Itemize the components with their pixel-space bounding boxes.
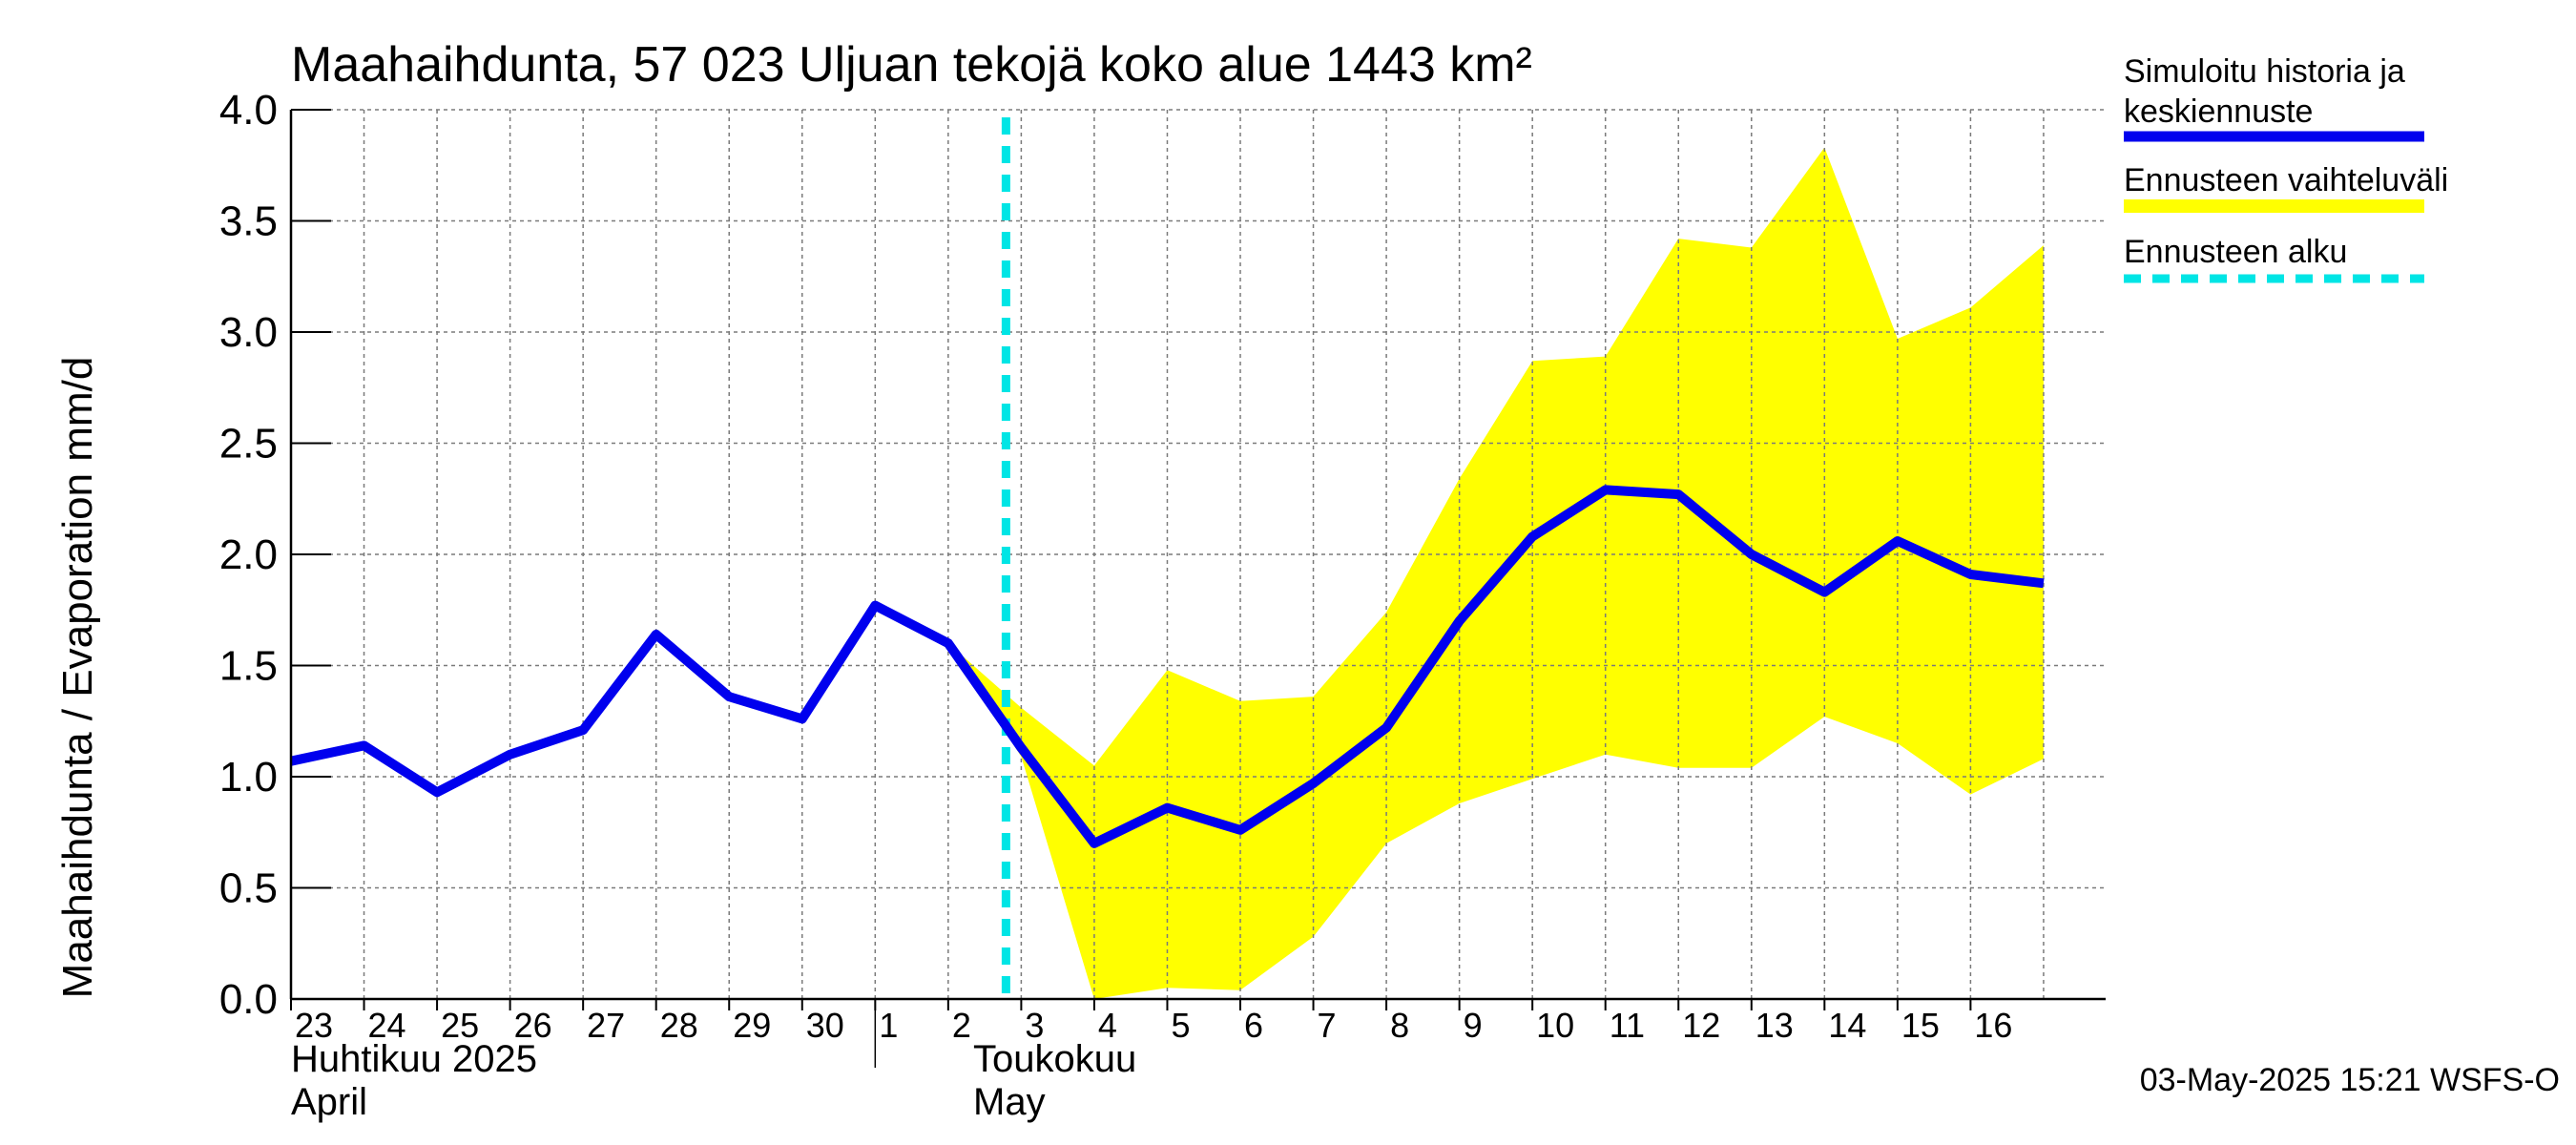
y-tick-label: 0.0 [219, 976, 278, 1023]
series-line-history-forecast [289, 485, 2045, 848]
x-tick-label: 23 [295, 1006, 333, 1045]
x-tick-label: 26 [514, 1006, 552, 1045]
month-label-may-en: May [973, 1081, 1046, 1123]
grid-layer [291, 109, 2106, 999]
x-tick-label: 5 [1171, 1006, 1190, 1045]
x-tick-label: 12 [1682, 1006, 1720, 1045]
x-tick-label: 15 [1901, 1006, 1940, 1045]
axis-layer: 23 24 25 26 27 28 29 30 1 2 3 4 5 6 7 8 9 10 11 12 13 14 15 160… [219, 87, 2106, 1068]
x-tick-label: 30 [806, 1006, 844, 1045]
footer-timestamp: 03-May-2025 15:21 WSFS-O [2140, 1062, 2560, 1098]
x-tick-label: 14 [1828, 1006, 1866, 1045]
x-tick-label: 25 [441, 1006, 479, 1045]
x-tick-label: 10 [1536, 1006, 1574, 1045]
y-tick-label: 3.0 [219, 309, 278, 356]
legend-forecast-start-label: Ennusteen alku [2124, 234, 2347, 270]
x-tick-label: 11 [1610, 1006, 1645, 1045]
y-axis-label: Maahaihdunta / Evaporation mm/d [54, 357, 101, 999]
x-tick-label: 13 [1755, 1006, 1794, 1045]
x-tick-label: 2 [952, 1006, 971, 1045]
x-tick-label: 6 [1244, 1006, 1263, 1045]
chart-title: Maahaihdunta, 57 023 Uljuan tekojä koko … [291, 37, 1532, 93]
legend-range-label: Ennusteen vaihteluväli [2124, 162, 2448, 198]
y-tick-label: 1.0 [219, 754, 278, 801]
y-tick-label: 2.0 [219, 531, 278, 578]
x-tick-label: 16 [1974, 1006, 2012, 1045]
y-tick-label: 2.5 [219, 421, 278, 468]
x-tick-label: 27 [587, 1006, 625, 1045]
y-tick-label: 3.5 [219, 198, 278, 245]
legend-history-label-line2: keskiennuste [2124, 94, 2313, 130]
x-tick-label: 29 [733, 1006, 771, 1045]
month-label-april-en: April [291, 1081, 367, 1123]
x-tick-label: 1 [879, 1006, 898, 1045]
y-tick-label: 4.0 [219, 87, 278, 134]
x-tick-label: 8 [1390, 1006, 1409, 1045]
x-tick-label: 7 [1318, 1006, 1337, 1045]
x-tick-label: 4 [1098, 1006, 1117, 1045]
series-layer [289, 117, 2045, 999]
x-tick-label: 24 [368, 1006, 406, 1045]
x-tick-label: 9 [1464, 1006, 1483, 1045]
x-tick-label: 28 [660, 1006, 698, 1045]
legend: Simuloitu historia ja keskiennuste Ennus… [2124, 53, 2448, 283]
month-label-may-fi: Toukokuu [973, 1038, 1136, 1080]
y-tick-label: 1.5 [219, 643, 278, 690]
legend-history-label-line1: Simuloitu historia ja [2124, 53, 2405, 90]
month-label-april-fi: Huhtikuu 2025 [291, 1038, 537, 1080]
x-tick-label: 3 [1025, 1006, 1044, 1045]
y-tick-label: 0.5 [219, 865, 278, 912]
